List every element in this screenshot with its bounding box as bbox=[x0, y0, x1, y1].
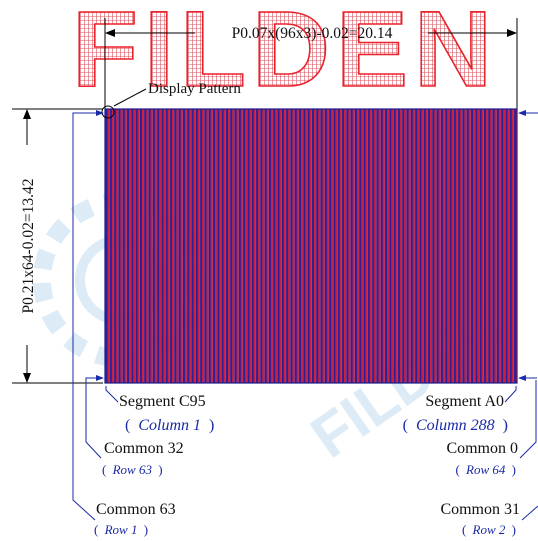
row-64-label: ( Row 64 ) bbox=[455, 462, 516, 477]
width-dimension: P0.07x(96x3)-0.02=20.14 bbox=[104, 18, 518, 112]
common-31-label: Common 31 bbox=[440, 501, 520, 518]
height-dimension-label: P0.21x64-0.02=13.42 bbox=[20, 179, 37, 314]
row-1-label: ( Row 1 ) bbox=[94, 522, 148, 537]
row-2-label: ( Row 2 ) bbox=[462, 522, 516, 537]
segment-a0-label: Segment A0 bbox=[425, 393, 504, 410]
bottom-right-labels: Segment A0 ( Column 288 ) Common 0 ( Row… bbox=[403, 393, 520, 537]
display-pattern: Display Pattern bbox=[101, 81, 518, 384]
common-32-label: Common 32 bbox=[104, 440, 184, 457]
bottom-left-labels: Segment C95 ( Column 1 ) Common 32 ( Row… bbox=[94, 393, 214, 537]
display-pattern-label: Display Pattern bbox=[148, 81, 241, 97]
svg-text:FILDEN: FILDEN bbox=[72, 0, 498, 109]
row-63-label: ( Row 63 ) bbox=[102, 462, 163, 477]
column-288-label: ( Column 288 ) bbox=[403, 417, 508, 434]
watermark-heading: FILDEN bbox=[71, 0, 498, 110]
leader-lines bbox=[72, 110, 538, 521]
width-dimension-label: P0.07x(96x3)-0.02=20.14 bbox=[232, 25, 393, 42]
height-dimension: P0.21x64-0.02=13.42 bbox=[12, 108, 103, 384]
segment-c95-label: Segment C95 bbox=[119, 393, 206, 410]
column-1-label: ( Column 1 ) bbox=[125, 417, 214, 434]
common-0-label: Common 0 bbox=[446, 440, 518, 457]
common-63-label: Common 63 bbox=[96, 501, 176, 518]
